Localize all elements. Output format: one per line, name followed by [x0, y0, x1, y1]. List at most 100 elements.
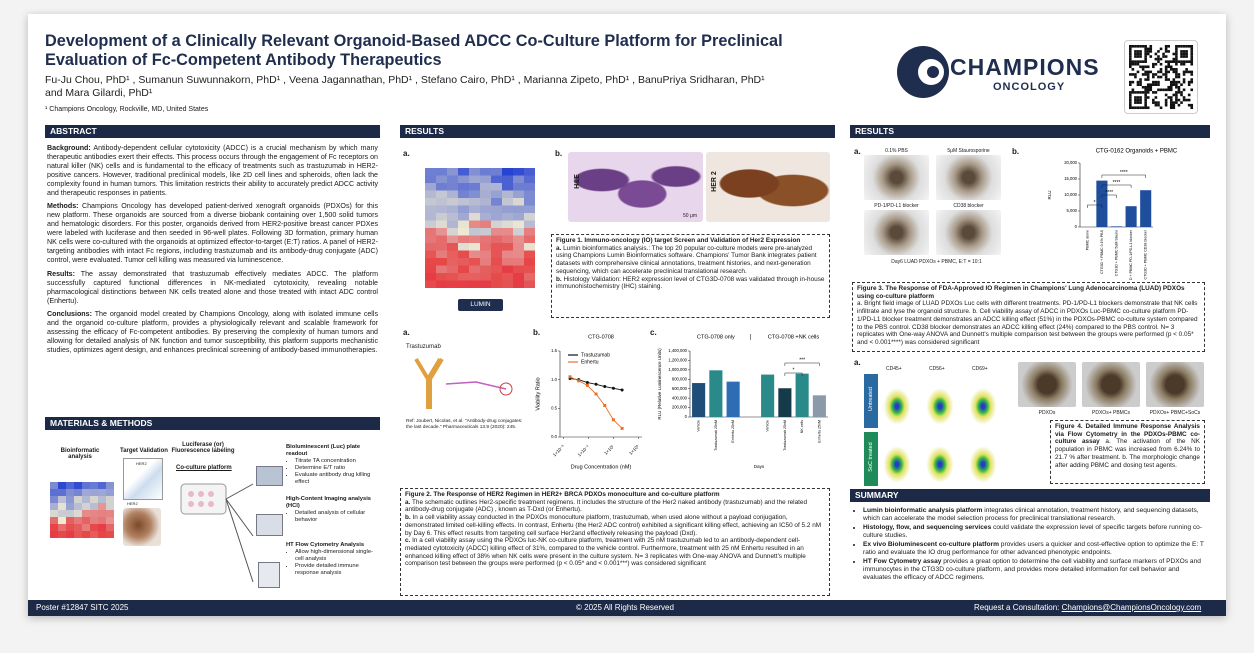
organoid-image — [936, 210, 1001, 255]
qr-cell — [1180, 62, 1183, 66]
heat-cell — [106, 524, 114, 531]
qr-cell — [1154, 101, 1158, 104]
qr-cell — [1157, 60, 1160, 63]
heat-cell — [502, 213, 513, 221]
heat-cell — [425, 258, 436, 266]
image-label: 0.1% PBS — [885, 148, 908, 154]
email-link[interactable]: Champions@ChampionsOncology.com — [1061, 603, 1202, 612]
qr-cell — [1149, 83, 1153, 86]
caption-title: Figure 4. Detailed Immune Response Analy… — [1055, 423, 1200, 446]
qr-cell — [1152, 80, 1155, 84]
heat-cell — [480, 220, 491, 228]
image-grid: 0.1% PBS 5μM Staurosporine PD-1/PD-L1 bloc… — [864, 147, 1009, 267]
qr-cell — [1190, 88, 1194, 92]
qr-cell — [1169, 85, 1173, 89]
figure-caption: Figure 4. Detailed Immune Response Analy… — [1050, 420, 1205, 484]
heat-cell — [447, 250, 458, 258]
qr-cell — [1131, 60, 1135, 63]
qr-cell — [1152, 83, 1155, 86]
heat-cell — [491, 265, 502, 273]
qr-cell — [1146, 50, 1150, 53]
summary-item: HT Fow Cytometry assay provides a great … — [863, 558, 1208, 582]
qr-cell — [1180, 93, 1183, 97]
heat-cell — [480, 250, 491, 258]
qr-cell — [1167, 70, 1170, 74]
qr-cell — [1139, 106, 1142, 110]
heat-cell — [50, 524, 58, 531]
y-tick-label: 1.5 — [551, 348, 557, 353]
heat-cell — [513, 280, 524, 288]
qr-cell — [1144, 106, 1147, 110]
readout-title: Bioluminescent (Luc) plate readout — [286, 444, 361, 457]
qr-cell — [1152, 62, 1155, 66]
qr-cell — [1162, 73, 1165, 76]
heat-cell — [82, 510, 90, 517]
x-tick-label: 1×10³ — [628, 444, 640, 456]
affiliation: ¹ Champions Oncology, Rockville, MD, Uni… — [45, 106, 209, 113]
qr-cell — [1190, 52, 1194, 56]
qr-cell — [1129, 50, 1132, 53]
logo-text: CHAMPIONS — [950, 54, 1100, 80]
x-axis-label: Days — [754, 464, 765, 469]
panel-label: a. — [403, 149, 410, 158]
qr-cell — [1159, 47, 1163, 51]
heat-cell — [458, 265, 469, 273]
heat-cell — [66, 489, 74, 496]
qr-cell — [1175, 50, 1178, 53]
heat-cell — [491, 250, 502, 258]
qr-cell — [1139, 55, 1142, 58]
heat-cell — [447, 168, 458, 176]
heat-cell — [458, 258, 469, 266]
heat-cell — [425, 235, 436, 243]
heat-cell — [447, 235, 458, 243]
sig-bracket — [1087, 204, 1103, 208]
heat-cell — [480, 175, 491, 183]
qr-cell — [1162, 55, 1165, 58]
heat-cell — [50, 531, 58, 538]
heat-cell — [66, 510, 74, 517]
qr-cell — [1190, 45, 1194, 48]
qr-cell — [1180, 55, 1183, 58]
qr-cell — [1175, 91, 1178, 94]
data-point — [585, 383, 589, 387]
heat-cell — [513, 265, 524, 273]
heat-cell — [106, 482, 114, 489]
flow-plot — [881, 374, 921, 428]
qr-cell — [1175, 60, 1178, 63]
heat-cell — [436, 168, 447, 176]
qr-cell — [1146, 85, 1150, 89]
qr-cell — [1141, 85, 1145, 89]
data-point — [577, 379, 581, 383]
qr-cell — [1185, 70, 1188, 74]
x-tick-label: Trastuzumab 25nM — [714, 420, 718, 451]
heat-cell — [50, 503, 58, 510]
qr-cell — [1157, 57, 1160, 61]
heat-cell — [480, 213, 491, 221]
qr-cell — [1177, 73, 1181, 76]
heat-cell — [106, 517, 114, 524]
qr-cell — [1141, 60, 1145, 63]
morphology-image — [1018, 362, 1076, 407]
qr-code — [1124, 40, 1198, 114]
heat-cell — [425, 175, 436, 183]
bar — [812, 395, 826, 417]
y-tick-label: 15,000 — [1064, 176, 1077, 181]
qr-cell — [1169, 88, 1173, 92]
qr-cell — [1146, 70, 1150, 74]
paragraph-text: The organoid model created by Champions … — [47, 310, 379, 355]
qr-cell — [1129, 57, 1132, 61]
x-tick-label: 1×10⁻³ — [552, 444, 566, 458]
qr-cell — [1175, 75, 1178, 79]
poster-title: Development of a Clinically Relevant Org… — [45, 32, 783, 69]
heat-cell — [469, 250, 480, 258]
image-label: PDXOs+ PBMC+SoCs — [1149, 410, 1201, 416]
heat-cell — [480, 280, 491, 288]
qr-cell — [1139, 101, 1142, 104]
method-label: Luciferase (or) Fluorescence labeling — [171, 442, 235, 454]
qr-cell — [1182, 70, 1186, 74]
qr-cell — [1152, 75, 1155, 79]
qr-cell — [1182, 98, 1186, 102]
bar — [761, 374, 775, 417]
heat-cell — [480, 228, 491, 236]
footer-right: Request a Consultation: Champions@Champi… — [974, 600, 1201, 616]
